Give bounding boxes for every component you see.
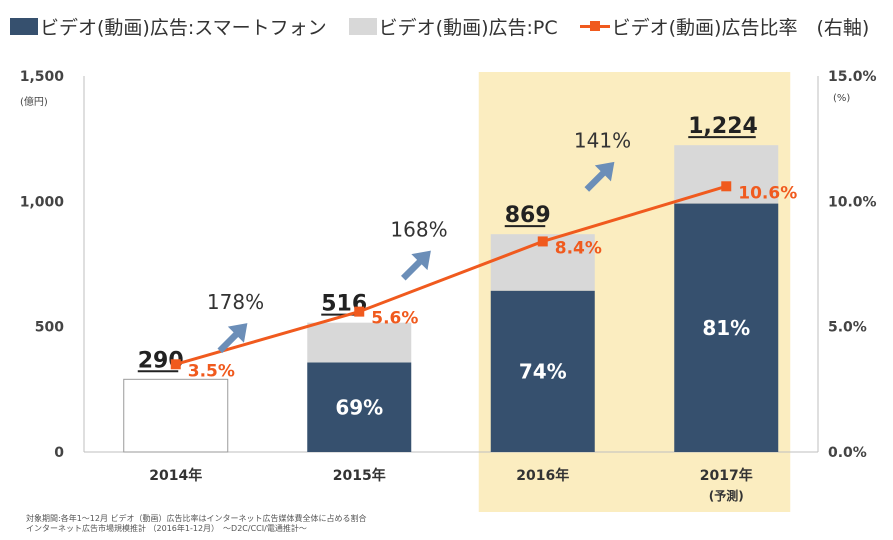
share-label: 81%: [702, 316, 750, 340]
left-tick-label: 500: [35, 320, 64, 336]
growth-arrow: [401, 250, 431, 281]
footnote: 対象期間:各年1～12月 ビデオ（動画）広告比率はインターネット広告媒体費全体に…: [26, 514, 367, 534]
growth-label: 168%: [390, 217, 447, 241]
share-label: 69%: [335, 395, 383, 419]
legend-swatch-pc: [348, 17, 377, 35]
bar-smartphone: [307, 362, 412, 452]
bar-smartphone: [674, 203, 779, 452]
ratio-point: [537, 236, 548, 247]
growth-arrow: [217, 323, 248, 354]
category-label: 2014年: [149, 467, 202, 484]
ratio-point: [354, 306, 365, 317]
total-label: 1,224: [688, 114, 758, 139]
ratio-point: [721, 181, 732, 192]
right-tick-label: 5.0%: [828, 320, 867, 336]
right-axis-unit: (%): [833, 93, 851, 104]
left-tick-label: 1,000: [20, 194, 65, 210]
ratio-label: 3.5%: [188, 361, 235, 381]
growth-arrow: [584, 161, 615, 192]
legend-swatch-ratio: [579, 18, 610, 35]
category-note: (予測): [709, 488, 744, 503]
left-tick-label: 1,500: [20, 69, 65, 85]
category-label: 2017年: [700, 467, 753, 484]
right-tick-label: 10.0%: [828, 194, 877, 210]
legend-swatch-smartphone: [10, 17, 38, 35]
right-tick-label: 0.0%: [828, 445, 867, 461]
bar-pc: [674, 145, 779, 204]
legend: ビデオ(動画)広告:スマートフォン ビデオ(動画)広告:PC ビデオ(動画)広告…: [10, 12, 891, 40]
legend-item-ratio: ビデオ(動画)広告比率 (右軸): [579, 13, 870, 40]
right-tick-label: 15.0%: [828, 69, 877, 85]
ratio-label: 5.6%: [371, 309, 418, 329]
total-label: 869: [505, 203, 551, 228]
left-tick-label: 0: [54, 445, 64, 461]
growth-label: 178%: [207, 290, 264, 314]
legend-label-smartphone: ビデオ(動画)広告:スマートフォン: [40, 16, 327, 39]
ratio-label: 8.4%: [555, 238, 602, 258]
footnote-line-1: 対象期間:各年1～12月 ビデオ（動画）広告比率はインターネット広告媒体費全体に…: [26, 514, 367, 523]
category-label: 2015年: [333, 467, 386, 484]
legend-item-pc: ビデオ(動画)広告:PC: [348, 13, 558, 40]
category-label: 2016年: [516, 467, 569, 484]
footnote-line-2: インターネット広告市場規模推計 （2016年1-12月） ～D2C/CCI/電通…: [26, 524, 307, 533]
left-axis-unit: (億円): [20, 97, 48, 108]
share-label: 74%: [519, 359, 567, 383]
legend-item-smartphone: ビデオ(動画)広告:スマートフォン: [10, 13, 327, 40]
bar-total: [123, 378, 229, 453]
ratio-line: [175, 184, 727, 366]
ratio-label: 10.6%: [738, 183, 797, 203]
legend-label-pc: ビデオ(動画)広告:PC: [378, 16, 558, 39]
bar-pc: [307, 322, 412, 363]
ratio-point: [170, 359, 181, 370]
bar-smartphone: [490, 290, 595, 452]
legend-label-ratio: ビデオ(動画)広告比率 (右軸): [611, 16, 870, 39]
growth-label: 141%: [574, 129, 631, 153]
